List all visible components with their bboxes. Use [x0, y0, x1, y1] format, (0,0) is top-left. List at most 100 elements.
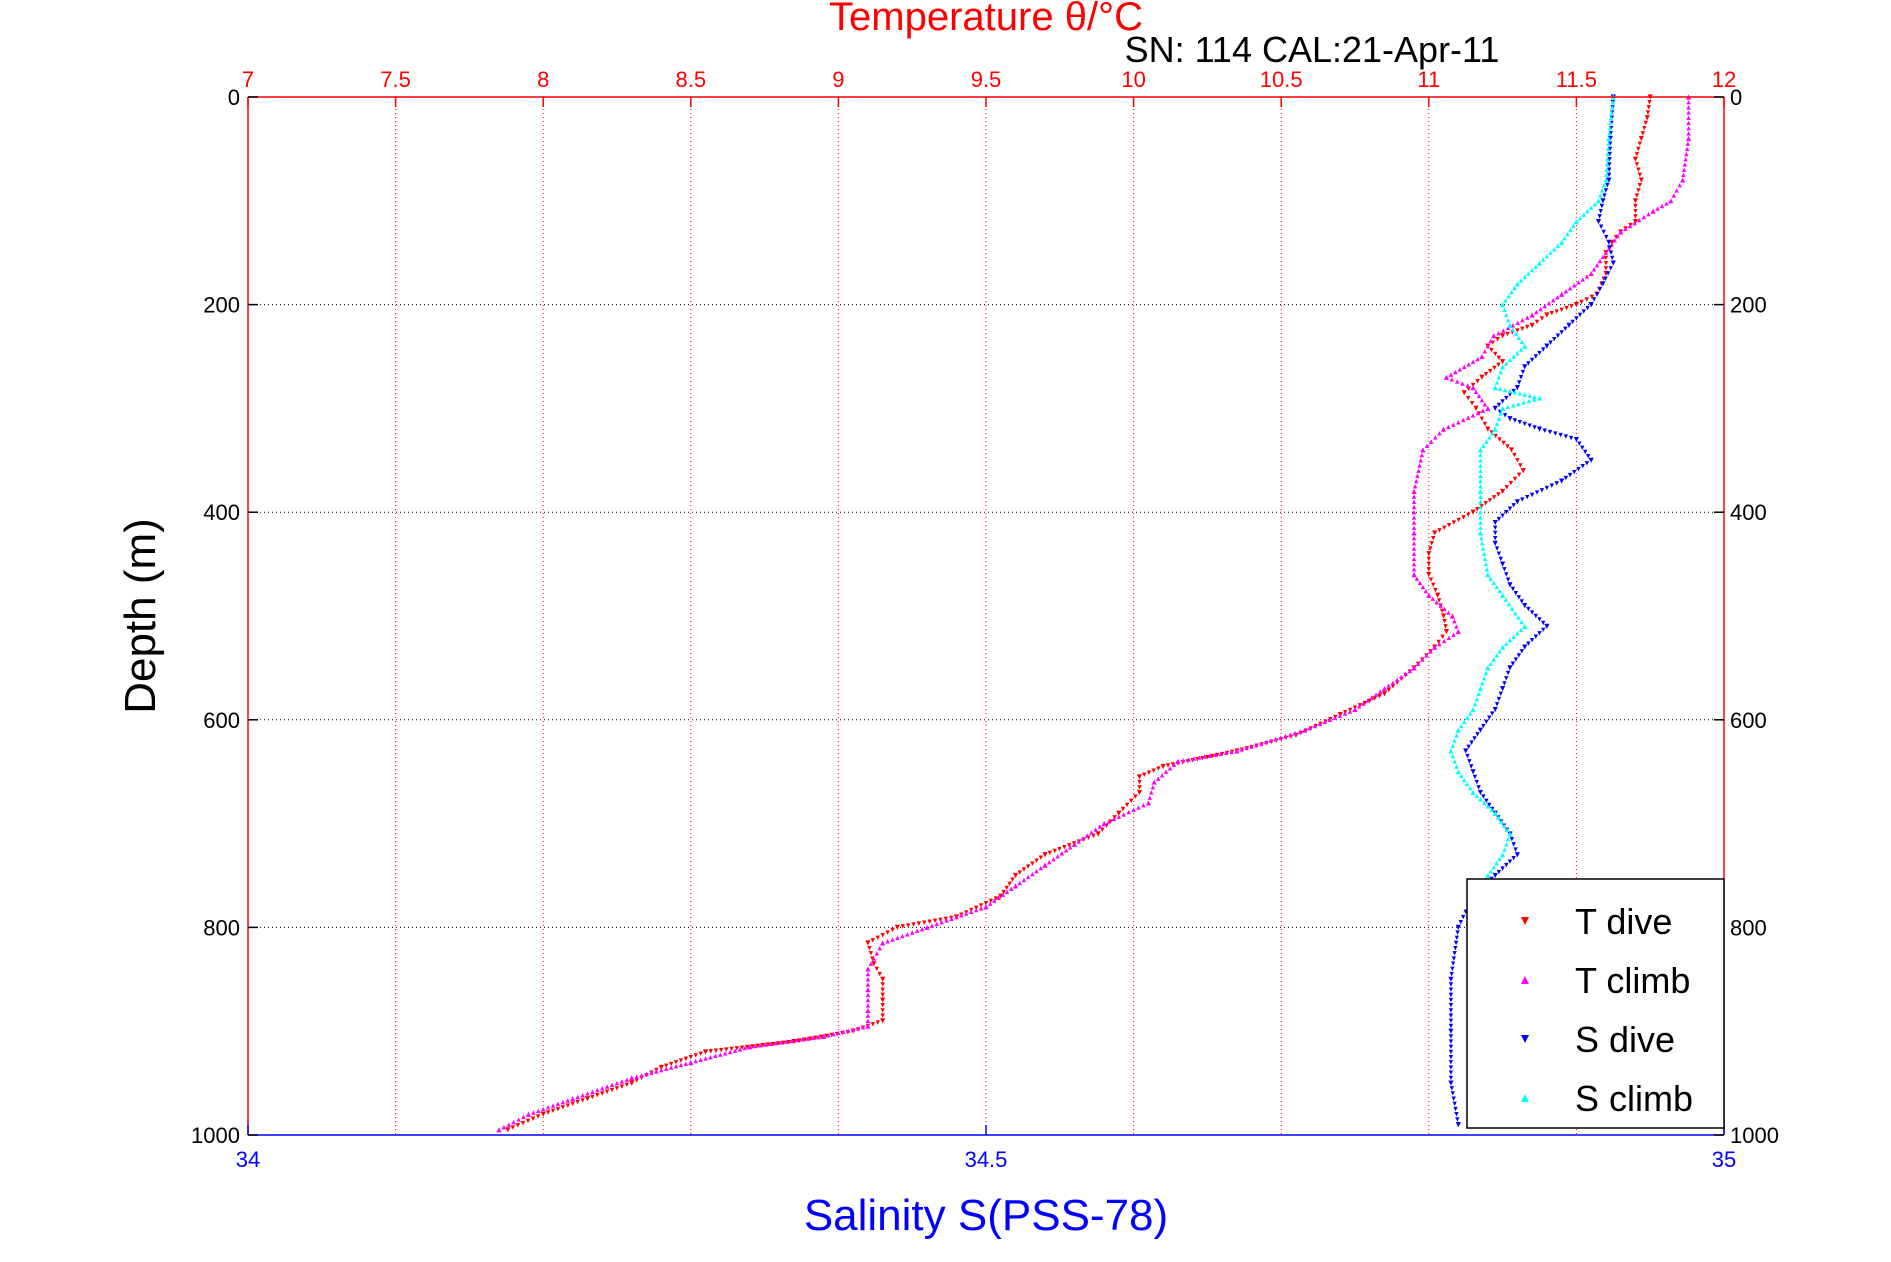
data-point: [1448, 748, 1454, 754]
data-point-trail: [880, 932, 885, 938]
data-point-trail: [1453, 1106, 1458, 1112]
data-point-trail: [1507, 859, 1513, 864]
data-point-trail: [1605, 146, 1611, 152]
data-point: [1507, 665, 1513, 671]
data-point-trail: [1465, 395, 1471, 401]
data-point-trail: [1515, 350, 1520, 356]
data-point-trail: [1446, 522, 1452, 528]
data-point-trail: [1496, 402, 1502, 408]
data-point-trail: [1594, 262, 1600, 268]
data-point-trail: [1519, 619, 1524, 625]
data-point: [1381, 691, 1388, 697]
data-point: [1610, 260, 1616, 266]
data-point: [1618, 229, 1624, 235]
data-point-trail: [1467, 711, 1473, 716]
data-point-trail: [1547, 429, 1553, 435]
data-point-trail: [1580, 277, 1585, 282]
data-point-trail: [545, 1105, 551, 1110]
data-point-trail: [545, 1110, 551, 1115]
data-point: [1632, 156, 1639, 162]
data-point-trail: [1519, 649, 1524, 654]
data-point-trail: [1480, 408, 1486, 413]
data-point: [1522, 364, 1528, 370]
data-point-trail: [1491, 580, 1496, 585]
data-point-trail: [1076, 839, 1081, 844]
data-point-trail: [1438, 603, 1443, 608]
data-point-trail: [760, 1043, 766, 1048]
data-point-trail: [609, 1087, 615, 1093]
data-point-trail: [1606, 172, 1612, 178]
data-point-trail: [1641, 214, 1647, 220]
data-point-trail: [1655, 206, 1660, 211]
data-point: [1522, 343, 1528, 349]
data-point-trail: [1493, 351, 1498, 357]
data-point: [1449, 613, 1456, 619]
data-point-trail: [1600, 254, 1606, 260]
data-point-trail: [1424, 653, 1429, 658]
data-point-trail: [1478, 504, 1483, 510]
data-point-trail: [1454, 379, 1460, 384]
data-point: [1477, 447, 1484, 453]
data-point-trail: [1522, 421, 1527, 427]
data-point: [1175, 758, 1181, 764]
chart-subtitle: SN: 114 CAL:21-Apr-11: [1125, 29, 1500, 70]
data-point-trail: [1542, 303, 1547, 309]
data-point-trail: [755, 1043, 760, 1049]
data-point-trail: [1597, 258, 1603, 264]
data-point-trail: [1585, 305, 1590, 311]
data-point-trail: [1488, 661, 1493, 666]
data-point-trail: [1563, 326, 1568, 332]
right-tick-label: 400: [1730, 500, 1767, 525]
data-point-trail: [1424, 443, 1430, 448]
data-point-trail: [1448, 1044, 1454, 1049]
data-point-trail: [1497, 649, 1502, 654]
data-point-trail: [1494, 653, 1499, 658]
data-point-trail: [1386, 687, 1391, 693]
data-point-trail: [922, 920, 927, 925]
data-point-trail: [1496, 516, 1502, 522]
data-point-trail: [802, 1037, 808, 1042]
data-point-trail: [1449, 377, 1455, 382]
data-point-trail: [1428, 577, 1434, 582]
left-tick-label: 0: [228, 85, 240, 110]
data-point-trail: [1494, 860, 1499, 866]
data-point: [1470, 769, 1476, 775]
data-point-trail: [1605, 157, 1610, 162]
data-point-trail: [1420, 584, 1426, 590]
data-point-trail: [795, 1037, 800, 1043]
data-point-trail: [1273, 736, 1278, 742]
data-point-trail: [1640, 131, 1646, 136]
data-point-trail: [1451, 632, 1456, 637]
data-point-trail: [1505, 404, 1511, 410]
data-point-trail: [1588, 205, 1594, 210]
data-point-trail: [1151, 768, 1156, 773]
data-point-trail: [954, 914, 959, 920]
data-point-trail: [1604, 234, 1609, 240]
data-point-trail: [560, 1105, 566, 1110]
data-point: [1473, 405, 1479, 411]
data-point-trail: [624, 1082, 630, 1088]
data-point-trail: [1482, 421, 1488, 427]
data-point-trail: [1504, 641, 1509, 646]
data-point-trail: [1449, 971, 1454, 977]
data-point-trail: [604, 1084, 610, 1089]
data-point-trail: [1509, 836, 1515, 842]
data-point-trail: [1470, 413, 1476, 418]
data-point: [1151, 779, 1157, 785]
data-point-trail: [1085, 833, 1090, 838]
data-point-trail: [1452, 759, 1457, 764]
data-point-trail: [1496, 696, 1502, 702]
data-point-trail: [1472, 736, 1477, 741]
data-point-trail: [784, 1039, 789, 1044]
data-point-trail: [1498, 369, 1503, 375]
data-point-trail: [1399, 674, 1404, 679]
data-point-trail: [1504, 510, 1509, 515]
data-point-trail: [868, 951, 874, 956]
data-point-trail: [1462, 719, 1467, 725]
data-point-trail: [1482, 402, 1488, 407]
data-point-trail: [1347, 709, 1353, 714]
data-point-trail: [1478, 515, 1483, 520]
data-point-trail: [1455, 1117, 1460, 1122]
data-point-trail: [816, 1034, 821, 1040]
data-point-trail: [773, 1040, 779, 1046]
